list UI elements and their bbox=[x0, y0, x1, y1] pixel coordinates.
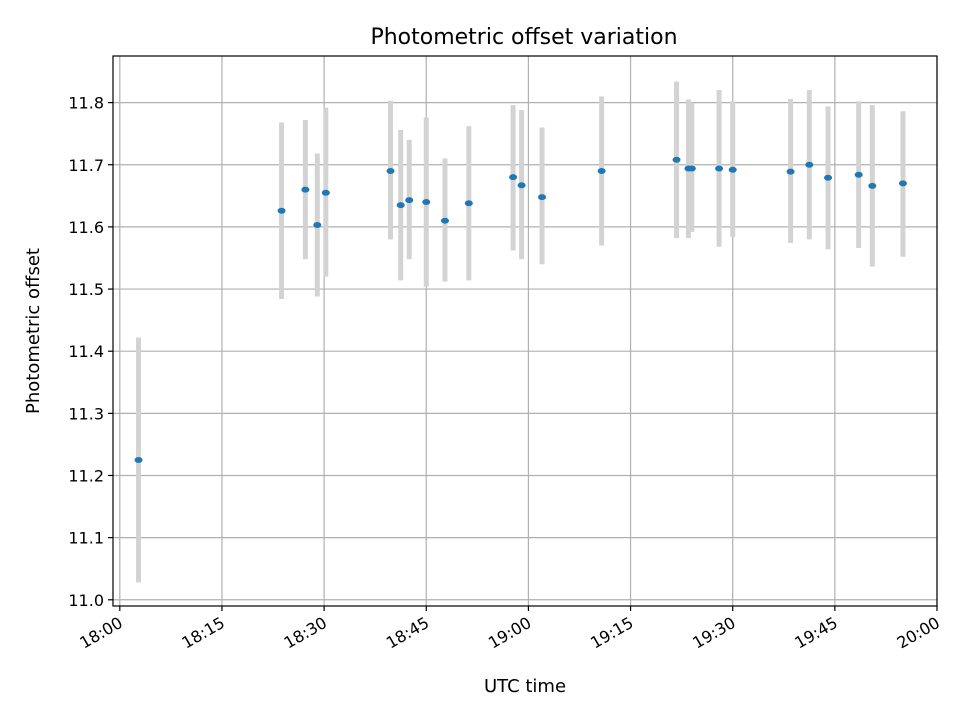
y-tick-label: 11.2 bbox=[68, 466, 104, 485]
y-tick-label: 11.6 bbox=[68, 218, 104, 237]
data-point bbox=[440, 217, 449, 224]
data-point bbox=[824, 174, 833, 181]
y-tick-label: 11.4 bbox=[68, 342, 104, 361]
data-point bbox=[313, 222, 322, 229]
data-point bbox=[517, 182, 526, 189]
data-point bbox=[277, 207, 286, 214]
data-point bbox=[597, 167, 606, 174]
y-tick-label: 11.7 bbox=[68, 156, 104, 175]
y-axis-label: Photometric offset bbox=[23, 248, 44, 414]
data-point bbox=[509, 174, 518, 181]
data-point bbox=[396, 202, 405, 209]
data-points bbox=[134, 156, 907, 463]
data-point bbox=[687, 165, 696, 172]
grid bbox=[113, 56, 938, 606]
data-point bbox=[134, 456, 143, 463]
data-point bbox=[868, 182, 877, 189]
data-point bbox=[805, 161, 814, 168]
plot-area-frame bbox=[112, 55, 938, 607]
data-point bbox=[786, 168, 795, 175]
y-tick-label: 11.5 bbox=[68, 280, 104, 299]
data-point bbox=[422, 199, 431, 206]
chart-title: Photometric offset variation bbox=[370, 25, 677, 50]
data-point bbox=[386, 167, 395, 174]
data-point bbox=[538, 194, 547, 201]
y-tick-label: 11.3 bbox=[68, 404, 104, 423]
data-point bbox=[728, 166, 737, 173]
y-tick-label: 11.1 bbox=[68, 529, 104, 548]
data-point bbox=[321, 189, 330, 196]
data-point bbox=[301, 186, 310, 193]
data-point bbox=[715, 165, 724, 172]
y-tick-label: 11.0 bbox=[68, 591, 104, 610]
data-point bbox=[898, 180, 907, 187]
x-axis-label: UTC time bbox=[484, 676, 566, 697]
data-point bbox=[672, 156, 681, 163]
data-point bbox=[405, 197, 414, 204]
y-tick-label: 11.8 bbox=[68, 94, 104, 113]
data-point bbox=[854, 171, 863, 178]
data-point bbox=[464, 200, 473, 207]
